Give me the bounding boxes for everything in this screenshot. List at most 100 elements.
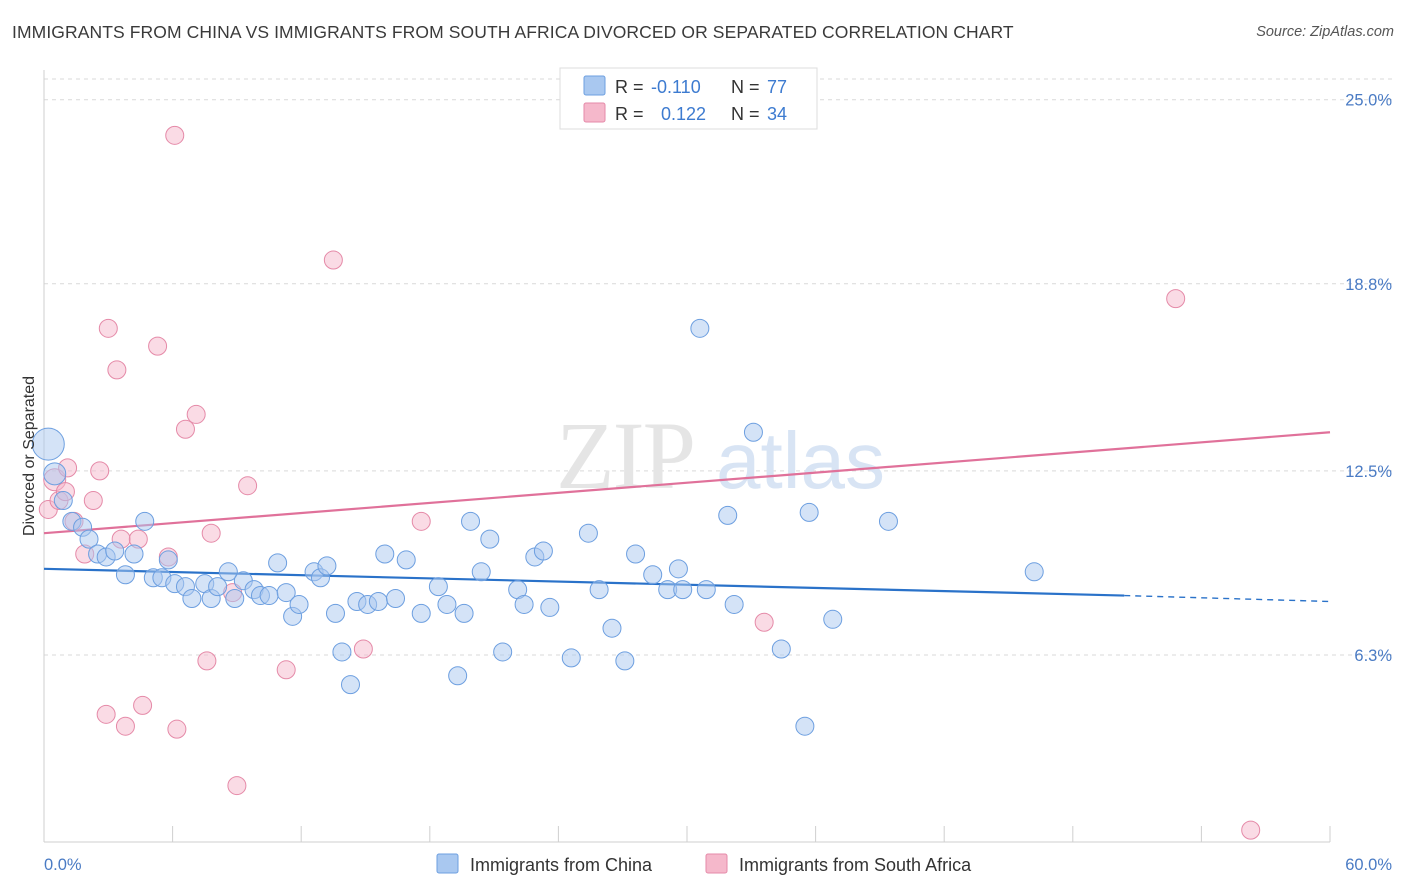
chart-title: IMMIGRANTS FROM CHINA VS IMMIGRANTS FROM… (12, 22, 1014, 42)
legend-r-value-china: -0.110 (651, 77, 701, 97)
china-point-42 (396, 550, 416, 570)
legend-swatch-sa (583, 102, 606, 123)
china-point-56 (540, 597, 560, 617)
china-point-53 (514, 594, 534, 614)
china-point-60 (602, 618, 622, 638)
china-point-36 (340, 675, 360, 695)
y-axis-title: Divorced or Separated (21, 376, 38, 536)
china-point-5 (79, 529, 99, 549)
china-point-35 (332, 642, 352, 662)
china-point-33 (317, 556, 337, 576)
china-point-43 (411, 603, 431, 623)
south-africa-point-9 (96, 704, 116, 724)
x-tick-label-0: 0.0% (44, 856, 82, 874)
china-point-34 (325, 603, 345, 623)
x-tick-labels: 0.0% 60.0% (44, 856, 1392, 874)
watermark-atlas: atlas (716, 416, 885, 505)
china-point-9 (115, 565, 135, 585)
legend-swatch-china (583, 75, 606, 96)
china-point-17 (182, 589, 202, 609)
y-tick-label-3: 25.0% (1345, 92, 1392, 110)
south-africa-point-23 (201, 523, 221, 543)
china-point-62 (626, 544, 646, 564)
china-point-40 (375, 544, 395, 564)
china-point-48 (461, 511, 481, 531)
legend-r-value-sa: 0.122 (661, 104, 706, 124)
south-africa-point-26 (238, 476, 258, 496)
china-point-67 (690, 318, 710, 338)
bottom-legend-swatch-china (436, 853, 459, 874)
china-point-11 (135, 511, 155, 531)
china-point-14 (158, 550, 178, 570)
legend-r-label-china: R = (615, 77, 644, 97)
china-point-57 (561, 648, 581, 668)
series-south-africa (38, 125, 1261, 840)
south-africa-point-30 (411, 511, 431, 531)
south-africa-point-27 (276, 660, 296, 680)
china-point-49 (471, 562, 491, 582)
y-tick-labels: 6.3% 12.5% 18.8% 25.0% (1345, 92, 1392, 665)
bottom-legend: Immigrants from China Immigrants from So… (436, 853, 972, 875)
legend-n-label-sa: N = (731, 104, 760, 124)
china-point-72 (771, 639, 791, 659)
legend-n-value-china: 77 (767, 77, 787, 97)
china-point-39 (368, 591, 388, 611)
china-point-46 (448, 666, 468, 686)
south-africa-point-19 (167, 719, 187, 739)
china-point-50 (480, 529, 500, 549)
legend-n-label-china: N = (731, 77, 760, 97)
china-point-1 (43, 462, 67, 486)
y-tick-label-1: 12.5% (1345, 463, 1392, 481)
china-point-44 (428, 577, 448, 597)
south-africa-point-16 (148, 336, 168, 356)
south-africa-point-20 (175, 419, 195, 439)
grid-lines (44, 78, 1392, 656)
south-africa-point-21 (186, 404, 206, 424)
trend-line-south-africa (43, 431, 1331, 535)
south-africa-point-28 (323, 250, 343, 270)
south-africa-point-32 (1166, 289, 1186, 309)
watermark-zip: ZIP (556, 402, 694, 509)
china-point-61 (615, 651, 635, 671)
china-point-65 (668, 559, 688, 579)
china-point-10 (124, 544, 144, 564)
china-point-70 (724, 594, 744, 614)
china-point-8 (105, 541, 125, 561)
china-point-66 (673, 580, 693, 600)
south-africa-point-31 (754, 612, 774, 632)
china-point-71 (743, 422, 763, 442)
china-point-76 (878, 511, 898, 531)
china-point-22 (225, 589, 245, 609)
south-africa-point-25 (227, 776, 247, 796)
china-point-55 (533, 541, 553, 561)
china-point-47 (454, 603, 474, 623)
series-china (31, 318, 1044, 736)
legend: R = -0.110 N = 77 R = 0.122 N = 34 (559, 67, 818, 130)
source-label: Source: ZipAtlas.com (1256, 24, 1394, 40)
south-africa-point-13 (115, 716, 135, 736)
south-africa-point-33 (1241, 820, 1261, 840)
south-africa-point-10 (98, 318, 118, 338)
south-africa-point-18 (165, 125, 185, 145)
trend-line-china-extension (1124, 594, 1331, 603)
south-africa-point-22 (197, 651, 217, 671)
china-point-73 (795, 716, 815, 736)
south-africa-point-11 (107, 360, 127, 380)
legend-r-label-sa: R = (615, 104, 644, 124)
china-point-59 (589, 580, 609, 600)
china-point-20 (208, 577, 228, 597)
china-point-74 (799, 502, 819, 522)
china-point-45 (437, 594, 457, 614)
south-africa-point-8 (90, 461, 110, 481)
china-point-27 (268, 553, 288, 573)
china-point-51 (493, 642, 513, 662)
china-point-0 (31, 427, 65, 461)
south-africa-point-29 (353, 639, 373, 659)
china-point-77 (1024, 562, 1044, 582)
x-tick-label-1: 60.0% (1345, 856, 1392, 874)
south-africa-point-15 (133, 695, 153, 715)
china-point-68 (696, 580, 716, 600)
watermark: ZIP atlas (556, 402, 885, 509)
south-africa-point-7 (83, 491, 103, 511)
